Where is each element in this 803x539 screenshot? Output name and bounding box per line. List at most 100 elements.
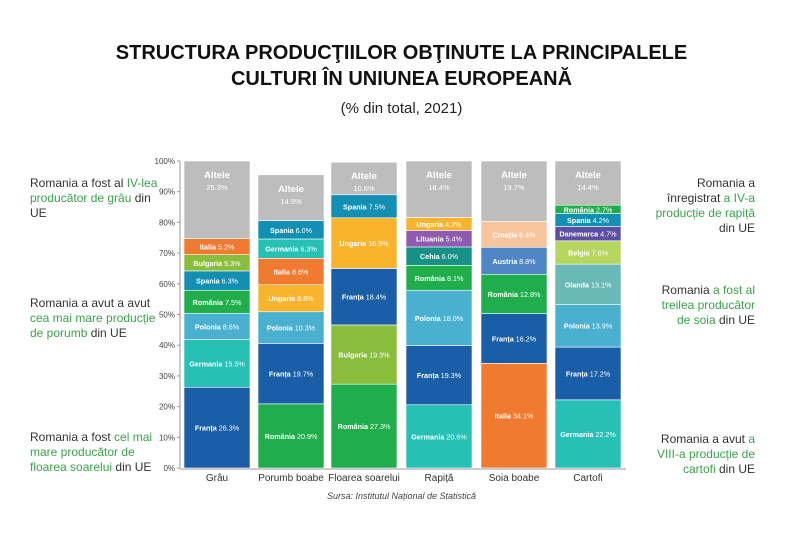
note-potato-suffix: din UE: [715, 462, 755, 476]
segment-country-label: Franța: [195, 424, 218, 433]
segment-value-label: 5.4%: [444, 235, 463, 244]
bar-segment: [554, 304, 622, 348]
segment-country-label: Ungaria: [416, 220, 444, 229]
segment-value-label: 6.3%: [220, 277, 239, 286]
bar-segment: [330, 383, 398, 469]
note-potato-text: Romania a avut: [660, 432, 749, 446]
segment-value-label: 7.6%: [590, 248, 609, 257]
segment-value-label: 8.6%: [221, 322, 240, 331]
y-tick-label: 10%: [159, 433, 175, 442]
bar-segment: [405, 265, 473, 291]
segment-value-label: 8.8%: [295, 294, 314, 303]
segment-country-label: Franța: [342, 293, 365, 302]
segment-label: Belgia 7.6%: [568, 248, 609, 257]
segment-label: Franța 26.3%: [195, 424, 240, 433]
segment-value-label: 22.2%: [593, 430, 616, 439]
segment-country-label: Olanda: [565, 280, 590, 289]
note-wheat-text: Romania a fost al: [30, 176, 127, 190]
segment-country-label: Spania: [343, 202, 368, 211]
bar-segment: [405, 345, 473, 406]
bar-segment: [480, 246, 548, 275]
segment-value-label: 7.5%: [223, 298, 242, 307]
bar-segment: [480, 363, 548, 469]
segment-label: România 2.7%: [564, 205, 613, 214]
segment-label: România 20.9%: [265, 432, 318, 441]
note-corn-suffix: din UE: [87, 326, 127, 340]
segment-country-label: Polonia: [195, 322, 222, 331]
segment-country-label: Germania: [560, 430, 594, 439]
x-tick-label: Cartofi: [573, 473, 602, 484]
segment-country-label: Spania: [270, 226, 295, 235]
segment-country-label: Spania: [196, 277, 221, 286]
note-wheat: Romania a fost al IV-lea producător de g…: [30, 176, 160, 221]
segment-country-label: Franța: [417, 371, 440, 380]
bar-segment: [257, 284, 325, 313]
segment-value-label: 16.5%: [366, 239, 389, 248]
segment-label: Italia 34.1%: [495, 412, 534, 421]
segment-label: Spania 7.5%: [343, 202, 386, 211]
note-wheat-highlight: IV-lea producător de grâu: [30, 176, 158, 205]
segment-label: Polonia 18.0%: [415, 314, 464, 323]
segment-country-label: Polonia: [267, 324, 294, 333]
segment-country-label: Franța: [492, 334, 515, 343]
y-tick-label: 20%: [159, 403, 175, 412]
segment-label: România 8.1%: [415, 274, 464, 283]
y-tick-label: 40%: [159, 341, 175, 350]
bar-segment: [405, 404, 473, 469]
segment-label: Italia 5.2%: [200, 243, 235, 252]
segment-label: Bulgaria 19.3%: [338, 351, 390, 360]
y-tick-label: 50%: [159, 311, 175, 320]
bar-segment: [480, 273, 548, 314]
segment-label: Polonia 10.3%: [267, 324, 316, 333]
segment-label: Franța 17.2%: [566, 369, 611, 378]
note-soy: Romania a fost al treilea producător de …: [645, 283, 755, 328]
bar-segment: [330, 268, 398, 326]
segment-country-label: Italia: [495, 412, 512, 421]
bar-segment: [405, 160, 473, 218]
x-tick-label: Soia boabe: [489, 473, 540, 484]
y-tick-label: 90%: [159, 188, 175, 197]
segment-country-label: Polonia: [415, 314, 442, 323]
segment-label: România 27.3%: [338, 422, 391, 431]
segment-value-label: 15.5%: [222, 359, 245, 368]
segment-value-label: 16.2%: [514, 334, 537, 343]
chart-subtitle: (% din total, 2021): [340, 100, 463, 117]
bar-segment: [554, 160, 622, 206]
segment-value-label: 6.3%: [298, 245, 317, 254]
segment-value-label: 13.9%: [590, 322, 613, 331]
chart-title: STRUCTURA PRODUCŢIILOR OBŢINUTE LA PRINC…: [0, 40, 803, 92]
segment-value-label: 12.8%: [518, 290, 541, 299]
segment-value-label: 4.2%: [591, 216, 610, 225]
segment-value-label: 4.7%: [598, 230, 617, 239]
segment-label: Spania 6.3%: [196, 277, 239, 286]
y-tick-label: 60%: [159, 280, 175, 289]
segment-label: Austria 8.8%: [492, 257, 536, 266]
segment-label: Polonia 13.9%: [564, 322, 613, 331]
segment-value-label: 27.3%: [368, 422, 391, 431]
note-soy-suffix: din UE: [715, 313, 755, 327]
segment-label: România 7.5%: [193, 298, 242, 307]
chart-title-line-1: STRUCTURA PRODUCŢIILOR OBŢINUTE LA PRINC…: [115, 42, 688, 64]
bar-segment: [405, 289, 473, 346]
note-soy-highlight: a fost al treilea producător de soia: [661, 283, 755, 327]
note-corn-highlight: cea mai mare producție de porumb: [30, 311, 156, 340]
segment-country-label: Altele: [351, 171, 377, 182]
note-corn-text: Romania a avut a avut: [30, 296, 151, 310]
y-tick-label: 100%: [155, 157, 175, 166]
note-corn: Romania a avut a avut cea mai mare produ…: [30, 296, 160, 341]
segment-value-label: 20.6%: [444, 432, 467, 441]
bar-segment: [330, 217, 398, 269]
note-rapeseed-text: Romania a înregistrat: [666, 176, 755, 205]
bar-segment: [480, 160, 548, 222]
segment-country-label: Altele: [501, 170, 527, 181]
segment-country-label: România: [415, 274, 446, 283]
segment-value-label: 14.9%: [280, 197, 302, 206]
segment-country-label: Spania: [567, 216, 592, 225]
segment-value-label: 18.4%: [428, 183, 450, 192]
y-tick-label: 80%: [159, 218, 175, 227]
segment-label: Polonia 8.6%: [195, 322, 240, 331]
note-potato: Romania a avut a VIII-a producție de car…: [645, 432, 755, 477]
segment-value-label: 34.1%: [511, 412, 534, 421]
segment-label: Franța 18.4%: [342, 293, 387, 302]
segment-country-label: Bulgaria: [193, 259, 223, 268]
